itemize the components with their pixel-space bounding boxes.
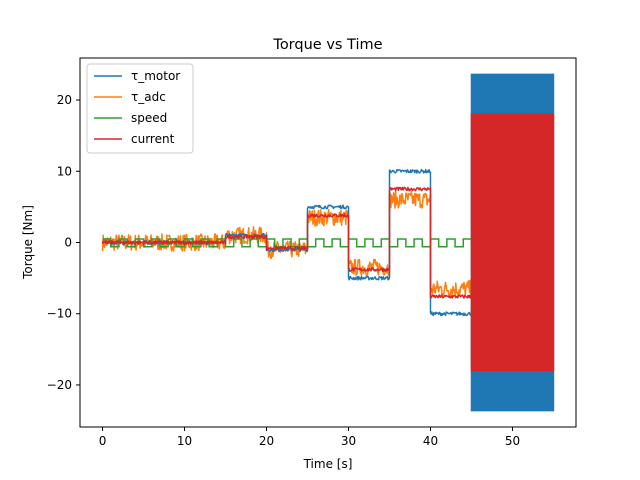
y-tick-label: 0 [64, 236, 72, 250]
y-tick-label: −20 [47, 378, 72, 392]
series-line-3 [101, 186, 473, 299]
legend-label-2: speed [131, 111, 167, 125]
x-tick-label: 20 [259, 434, 274, 448]
series-layer [101, 73, 555, 412]
y-tick-label: 10 [57, 164, 72, 178]
y-tick-label: −10 [47, 307, 72, 321]
plot-frame [79, 57, 577, 428]
legend-label-0: τ_motor [131, 69, 180, 83]
y-axis-label: Torque [Nm] [21, 205, 35, 280]
legend-label-1: τ_adc [131, 90, 166, 104]
legend-label-3: current [131, 132, 175, 146]
x-axis-label: Time [s] [303, 457, 353, 471]
ticks-layer: 0 10 20 30 40 50 −20 −10 0 10 20 [47, 93, 520, 448]
series-oscillation-3 [470, 113, 555, 372]
legend-box [86, 63, 194, 154]
chart-title: Torque vs Time [272, 37, 382, 53]
x-tick-label: 50 [505, 434, 520, 448]
x-tick-label: 0 [99, 434, 107, 448]
x-tick-label: 30 [341, 434, 356, 448]
x-tick-label: 10 [177, 434, 192, 448]
x-tick-label: 40 [423, 434, 438, 448]
y-tick-label: 20 [57, 93, 72, 107]
